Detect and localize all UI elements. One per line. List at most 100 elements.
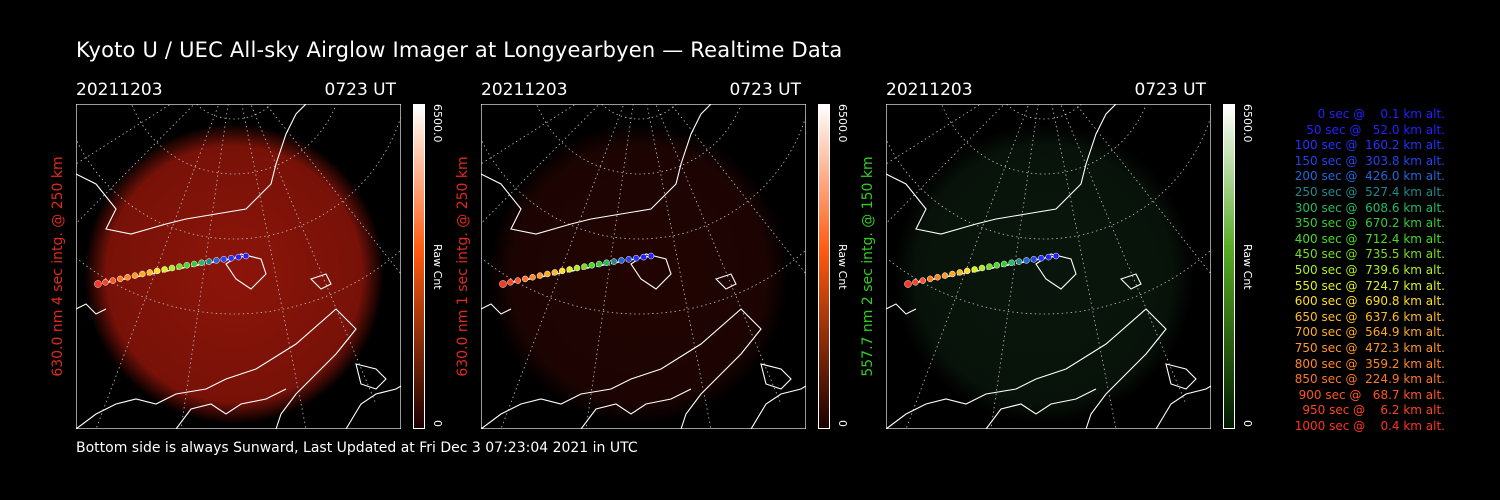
- trajectory-point: [993, 262, 1001, 269]
- trajectory-point: [941, 272, 949, 279]
- panel-ylabel: 630.0 nm 4 sec intg. @ 250 km: [50, 156, 66, 377]
- trajectory-point: [1000, 260, 1008, 268]
- trajectory-point: [1030, 256, 1038, 263]
- colorbar: [818, 104, 830, 429]
- trajectory-point: [213, 257, 220, 264]
- trajectory-point: [242, 252, 250, 260]
- allsky-image: [481, 104, 806, 429]
- trajectory-point: [566, 266, 573, 273]
- trajectory-point: [205, 258, 213, 265]
- trajectory-point: [926, 275, 934, 283]
- trajectory-point: [956, 269, 964, 276]
- trajectory-point: [521, 275, 529, 283]
- trajectory-point: [499, 280, 507, 288]
- footer-note: Bottom side is always Sunward, Last Upda…: [76, 440, 638, 456]
- legend-row: 0 sec @ 0.1 km alt.: [1306, 107, 1445, 121]
- panel-time: 0723 UT: [324, 80, 397, 100]
- legend-row: 1000 sec @ 0.4 km alt.: [1294, 418, 1445, 433]
- legend-row: 300 sec @ 608.6 km alt.: [1290, 200, 1445, 215]
- trajectory-point: [507, 279, 514, 286]
- trajectory-point: [919, 277, 927, 284]
- trajectory-point: [183, 262, 191, 269]
- panel-date: 20211203: [76, 80, 163, 100]
- trajectory-point: [934, 273, 941, 281]
- legend-row: 700 sec @ 564.9 km alt.: [1290, 325, 1445, 340]
- trajectory-point: [640, 253, 647, 261]
- trajectory-point: [176, 263, 183, 270]
- trajectory-point: [544, 270, 551, 278]
- colorbar: [413, 104, 425, 429]
- trajectory-point: [146, 269, 154, 276]
- panel-557-2sec: 20211203 0723 UT 557.7 nm 2 sec intg. @ …: [860, 80, 1286, 440]
- trajectory-point: [139, 270, 146, 278]
- trajectory-point: [116, 275, 124, 283]
- airglow-disk: [489, 124, 789, 424]
- colorbar-min: 0: [1241, 420, 1254, 427]
- legend-row: 600 sec @ 690.8 km alt.: [1290, 294, 1445, 309]
- colorbar-min: 0: [836, 420, 849, 427]
- legend-row: 950 sec @ 6.2 km alt.: [1298, 403, 1445, 418]
- allsky-image: [76, 104, 401, 429]
- allsky-image: [886, 104, 1211, 429]
- trajectory-point: [632, 254, 640, 262]
- legend-row: 800 sec @ 359.2 km alt.: [1290, 356, 1445, 371]
- trajectory-point: [573, 264, 581, 272]
- legend-row: 250 sec @ 527.4 km alt.: [1290, 184, 1445, 199]
- panel-630-1sec: 20211203 0723 UT 630.0 nm 1 sec intg. @ …: [455, 80, 881, 440]
- trajectory-point: [1008, 259, 1015, 267]
- trajectory-point: [1037, 254, 1045, 262]
- legend-row: 650 sec @ 637.6 km alt.: [1290, 309, 1445, 324]
- trajectory-point: [1023, 257, 1030, 264]
- trajectory-point: [625, 256, 633, 263]
- trajectory-point: [647, 252, 655, 260]
- trajectory-point: [198, 259, 205, 267]
- legend-row: 150 sec @ 303.8 km alt.: [1290, 153, 1445, 168]
- colorbar-unit: Raw Cnt: [431, 244, 444, 290]
- trajectory-point: [1052, 252, 1060, 260]
- trajectory-point: [581, 263, 588, 270]
- trajectory-point: [603, 259, 610, 267]
- page-title: Kyoto U / UEC All-sky Airglow Imager at …: [76, 38, 843, 62]
- trajectory-point: [1045, 253, 1052, 261]
- colorbar-unit: Raw Cnt: [836, 244, 849, 290]
- legend-row: 400 sec @ 712.4 km alt.: [1290, 231, 1445, 246]
- trajectory-point: [109, 277, 117, 284]
- colorbar-max: 6500.0: [1241, 104, 1254, 143]
- legend-row: 500 sec @ 739.6 km alt.: [1290, 262, 1445, 277]
- panel-date: 20211203: [481, 80, 568, 100]
- trajectory-point: [963, 267, 971, 275]
- trajectory-legend: 0 sec @ 0.1 km alt. 50 sec @ 52.0 km alt…: [1260, 107, 1445, 434]
- panel-ylabel: 557.7 nm 2 sec intg. @ 150 km: [860, 156, 876, 377]
- airglow-disk: [894, 124, 1194, 424]
- legend-row: 200 sec @ 426.0 km alt.: [1290, 169, 1445, 184]
- trajectory-point: [971, 266, 978, 273]
- trajectory-point: [514, 277, 522, 284]
- trajectory-point: [227, 254, 235, 262]
- trajectory-point: [124, 273, 131, 281]
- legend-row: 900 sec @ 68.7 km alt.: [1294, 387, 1445, 402]
- trajectory-point: [912, 279, 919, 286]
- panel-time: 0723 UT: [729, 80, 802, 100]
- trajectory-point: [1015, 258, 1023, 265]
- trajectory-point: [168, 264, 176, 272]
- colorbar-max: 6500.0: [431, 104, 444, 143]
- trajectory-point: [904, 280, 912, 288]
- legend-row: 450 sec @ 735.5 km alt.: [1290, 247, 1445, 262]
- trajectory-point: [986, 263, 993, 270]
- coastline: [886, 104, 1211, 429]
- legend-row: 50 sec @ 52.0 km alt.: [1298, 122, 1445, 137]
- trajectory-point: [618, 257, 625, 264]
- trajectory-point: [558, 267, 566, 275]
- trajectory-point: [220, 256, 228, 263]
- latlon-grid: [481, 104, 806, 429]
- trajectory-point: [978, 264, 986, 272]
- colorbar: [1223, 104, 1235, 429]
- latlon-grid: [886, 104, 1211, 429]
- trajectory-point: [94, 280, 102, 288]
- colorbar-min: 0: [431, 420, 444, 427]
- trajectory-point: [595, 260, 603, 268]
- trajectory-point: [536, 272, 544, 279]
- trajectory-point: [949, 270, 956, 278]
- trajectory-point: [551, 269, 559, 276]
- panel-630-4sec: 20211203 0723 UT 630.0 nm 4 sec intg. @ …: [50, 80, 476, 440]
